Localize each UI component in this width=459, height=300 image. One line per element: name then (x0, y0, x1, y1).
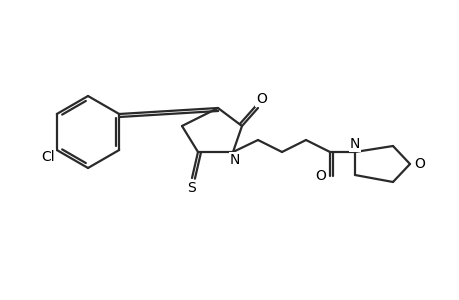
Text: N: N (349, 137, 359, 151)
Text: O: O (414, 157, 425, 171)
Text: O: O (256, 92, 267, 106)
Text: O: O (315, 169, 326, 183)
Text: N: N (230, 153, 240, 167)
Text: Cl: Cl (41, 150, 55, 164)
Text: S: S (187, 181, 196, 195)
